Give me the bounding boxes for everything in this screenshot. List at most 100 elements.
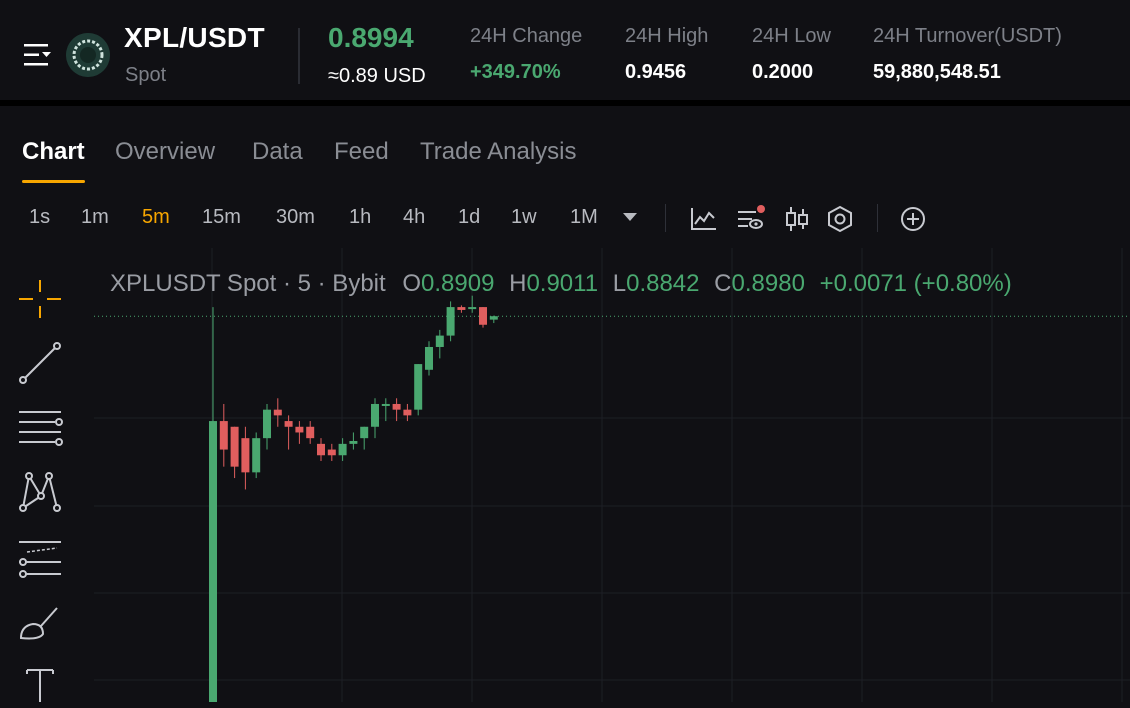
interval-1h[interactable]: 1h [349,206,372,228]
text-icon[interactable] [17,662,63,708]
candle[interactable] [209,307,217,702]
candle[interactable] [403,403,412,422]
candle[interactable] [435,329,444,359]
legend-close-value: 0.8980 [731,270,805,297]
candle[interactable] [338,438,347,461]
candle[interactable] [446,301,455,342]
interval-1m[interactable]: 1m [81,206,109,228]
candle-body [327,449,336,456]
legend-low-label: L [612,270,627,297]
stat-24h-high-value: 0.9456 [625,61,687,83]
indicators-icon[interactable] [689,204,719,234]
candle[interactable] [349,432,358,450]
stat-24h-turnover-value: 59,880,548.51 [873,61,1001,83]
crosshair-icon[interactable] [17,276,63,322]
candle[interactable] [479,307,487,328]
candle-body [446,307,455,336]
content-tabs: Chart Overview Data Feed Trade Analysis [0,112,1130,192]
candle[interactable] [295,421,304,444]
candle[interactable] [414,364,423,416]
add-icon[interactable] [898,204,928,234]
candle-body [403,409,412,416]
candle-body [349,441,358,444]
candle-style-icon[interactable] [782,204,812,234]
candle[interactable] [241,426,250,490]
pair-name[interactable]: XPL/USDT [124,22,265,53]
tab-trade-analysis[interactable]: Trade Analysis [420,138,577,165]
candle-body [306,426,315,439]
candle[interactable] [371,398,379,439]
candle[interactable] [219,403,228,467]
interval-1s[interactable]: 1s [29,206,51,228]
candle[interactable] [306,421,315,444]
candle-body [392,403,401,410]
candle[interactable] [425,341,433,376]
legend-change: +0.0071 (+0.80%) [819,270,1012,297]
candle-body [435,335,444,347]
candlestick-chart[interactable] [94,248,1130,702]
candle[interactable] [284,415,293,450]
chart-settings-icon[interactable] [735,204,765,234]
candle-body [252,438,261,473]
header-divider [298,28,300,84]
interval-1M[interactable]: 1M [570,206,598,228]
interval-1d[interactable]: 1d [458,206,481,228]
candle[interactable] [263,403,271,450]
candle-body [263,409,271,439]
interval-5m[interactable]: 5m [142,206,170,228]
brush-icon[interactable] [17,600,63,646]
candle[interactable] [489,315,498,324]
stat-24h-change-label: 24H Change [470,25,583,47]
interval-30m[interactable]: 30m [276,206,315,228]
candle[interactable] [468,295,477,313]
toolbar-divider [665,204,666,232]
drawing-toolbar [0,262,82,702]
candle-body [284,421,293,427]
toolbar-divider-2 [877,204,878,232]
fib-tool-icon[interactable] [17,536,63,582]
tab-chart[interactable]: Chart [22,138,85,165]
stat-24h-low-label: 24H Low [752,25,831,47]
candle[interactable] [392,398,401,422]
trend-line-icon[interactable] [17,340,63,386]
candle-body [479,307,487,325]
candle-body [457,307,466,310]
tab-overview[interactable]: Overview [115,138,216,165]
price-usd: ≈0.89 USD [328,65,426,87]
candle-body [230,426,239,467]
candle[interactable] [252,432,261,479]
menu-icon[interactable] [24,42,52,68]
candle[interactable] [360,426,369,450]
last-price: 0.8994 [328,22,414,53]
candle-body [317,443,325,456]
coin-logo-icon [66,33,110,77]
settings-hexagon-icon[interactable] [825,204,855,234]
candle-body [209,421,217,702]
candle[interactable] [381,398,390,422]
candle[interactable] [457,305,466,313]
candle[interactable] [230,426,239,479]
candle-body [241,438,250,473]
candle-body [468,307,477,310]
tab-feed[interactable]: Feed [334,138,389,165]
ohlc-legend: XPLUSDT Spot · 5 · Bybit O0.8909 H0.9011… [110,270,1012,298]
interval-15m[interactable]: 15m [202,206,241,228]
stat-24h-turnover-label: 24H Turnover(USDT) [873,25,1062,47]
chevron-down-icon[interactable] [619,206,641,228]
candle-body [425,346,433,370]
legend-open-value: 0.8909 [421,270,495,297]
pattern-icon[interactable] [17,470,63,516]
legend-open-label: O [402,270,422,297]
stat-24h-low-value: 0.2000 [752,61,814,83]
candle-body [338,443,347,456]
interval-1w[interactable]: 1w [511,206,537,228]
candle[interactable] [317,438,325,461]
candle-body [414,364,423,410]
candle[interactable] [273,398,282,427]
interval-toolbar: 1s 1m 5m 15m 30m 1h 4h 1d 1w 1M [0,196,1130,242]
legend-high-label: H [509,270,527,297]
horizontal-lines-icon[interactable] [17,406,63,452]
tab-data[interactable]: Data [252,138,303,165]
interval-4h[interactable]: 4h [403,206,426,228]
candle[interactable] [327,443,336,461]
